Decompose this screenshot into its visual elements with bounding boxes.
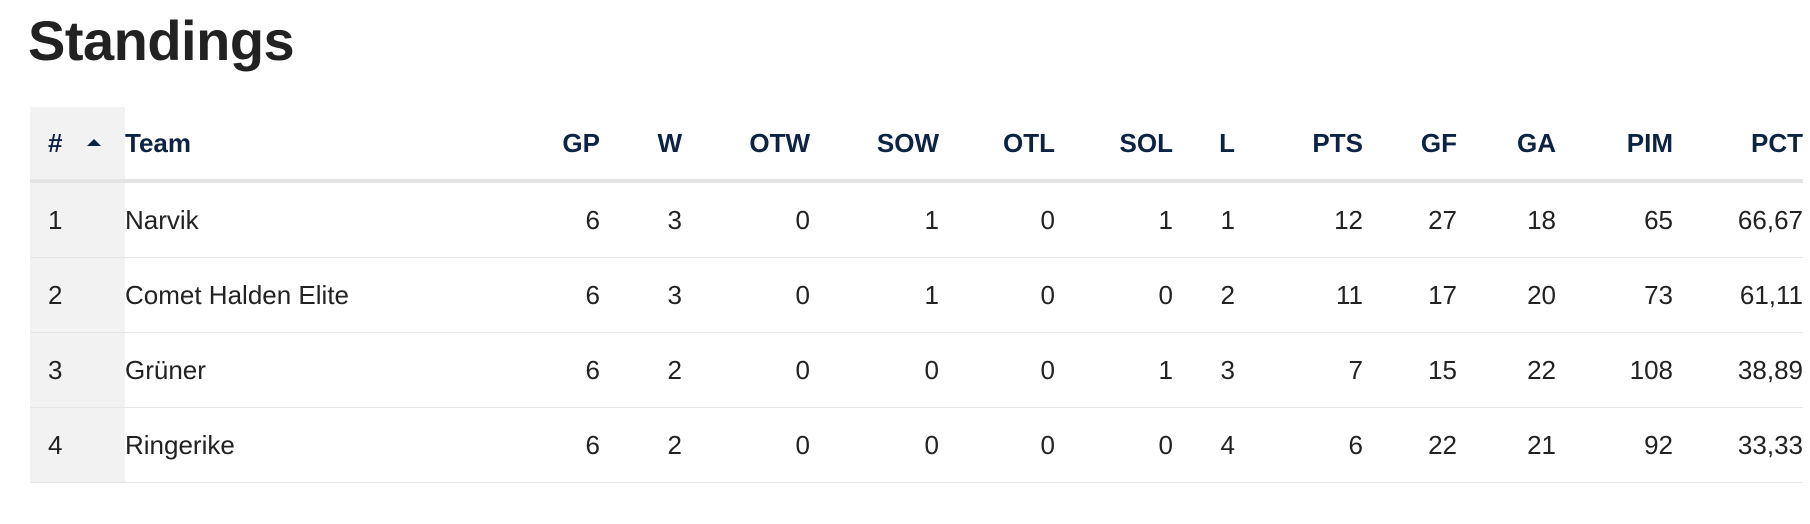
cell-sow: 1 bbox=[810, 257, 939, 333]
table-header: # Team GP W OTW SOW OTL SOL L PTS GF GA … bbox=[30, 107, 1803, 183]
cell-gf: 17 bbox=[1363, 257, 1457, 333]
header-row: # Team GP W OTW SOW OTL SOL L PTS GF GA … bbox=[30, 107, 1803, 183]
cell-team: Grüner bbox=[125, 332, 499, 408]
column-header-sol[interactable]: SOL bbox=[1055, 107, 1173, 183]
cell-otl: 0 bbox=[939, 407, 1055, 483]
cell-gp: 6 bbox=[499, 257, 600, 333]
cell-team: Comet Halden Elite bbox=[125, 257, 499, 333]
cell-w: 2 bbox=[600, 332, 682, 408]
page-title: Standings bbox=[28, 9, 295, 72]
column-header-sow[interactable]: SOW bbox=[810, 107, 939, 183]
cell-rank: 1 bbox=[30, 181, 125, 258]
cell-gf: 27 bbox=[1363, 181, 1457, 258]
cell-pim: 108 bbox=[1556, 332, 1673, 408]
cell-ga: 18 bbox=[1457, 181, 1556, 258]
column-header-gf[interactable]: GF bbox=[1363, 107, 1457, 183]
table-row: 4 Ringerike 6 2 0 0 0 0 4 6 22 21 92 33,… bbox=[30, 407, 1803, 483]
cell-sol: 1 bbox=[1055, 332, 1173, 408]
table-row: 3 Grüner 6 2 0 0 0 1 3 7 15 22 108 38,89 bbox=[30, 332, 1803, 408]
cell-l: 4 bbox=[1173, 407, 1235, 483]
cell-w: 2 bbox=[600, 407, 682, 483]
cell-rank: 2 bbox=[30, 257, 125, 333]
cell-gf: 15 bbox=[1363, 332, 1457, 408]
table-row: 1 Narvik 6 3 0 1 0 1 1 12 27 18 65 66,67 bbox=[30, 181, 1803, 258]
table-body: 1 Narvik 6 3 0 1 0 1 1 12 27 18 65 66,67… bbox=[30, 181, 1803, 483]
cell-otw: 0 bbox=[682, 257, 810, 333]
cell-pts: 11 bbox=[1235, 257, 1363, 333]
cell-ga: 22 bbox=[1457, 332, 1556, 408]
column-header-otl[interactable]: OTL bbox=[939, 107, 1055, 183]
cell-gp: 6 bbox=[499, 407, 600, 483]
column-header-gp[interactable]: GP bbox=[499, 107, 600, 183]
cell-otw: 0 bbox=[682, 407, 810, 483]
cell-rank: 3 bbox=[30, 332, 125, 408]
cell-l: 1 bbox=[1173, 181, 1235, 258]
cell-pct: 61,11 bbox=[1673, 257, 1803, 333]
cell-gp: 6 bbox=[499, 332, 600, 408]
column-header-pim[interactable]: PIM bbox=[1556, 107, 1673, 183]
cell-rank: 4 bbox=[30, 407, 125, 483]
cell-sow: 0 bbox=[810, 407, 939, 483]
cell-pct: 38,89 bbox=[1673, 332, 1803, 408]
cell-otl: 0 bbox=[939, 257, 1055, 333]
column-header-otw[interactable]: OTW bbox=[682, 107, 810, 183]
cell-otw: 0 bbox=[682, 332, 810, 408]
cell-ga: 21 bbox=[1457, 407, 1556, 483]
cell-l: 2 bbox=[1173, 257, 1235, 333]
cell-otw: 0 bbox=[682, 181, 810, 258]
cell-gp: 6 bbox=[499, 181, 600, 258]
cell-sol: 0 bbox=[1055, 257, 1173, 333]
cell-ga: 20 bbox=[1457, 257, 1556, 333]
cell-w: 3 bbox=[600, 257, 682, 333]
caret-up-icon bbox=[87, 139, 101, 146]
column-header-pct[interactable]: PCT bbox=[1673, 107, 1803, 183]
cell-gf: 22 bbox=[1363, 407, 1457, 483]
cell-pim: 65 bbox=[1556, 181, 1673, 258]
cell-l: 3 bbox=[1173, 332, 1235, 408]
cell-sol: 0 bbox=[1055, 407, 1173, 483]
column-header-ga[interactable]: GA bbox=[1457, 107, 1556, 183]
cell-team: Narvik bbox=[125, 181, 499, 258]
cell-sow: 1 bbox=[810, 181, 939, 258]
cell-pts: 7 bbox=[1235, 332, 1363, 408]
cell-w: 3 bbox=[600, 181, 682, 258]
standings-table: # Team GP W OTW SOW OTL SOL L PTS GF GA … bbox=[30, 107, 1803, 483]
column-header-pts[interactable]: PTS bbox=[1235, 107, 1363, 183]
cell-pct: 33,33 bbox=[1673, 407, 1803, 483]
cell-pts: 6 bbox=[1235, 407, 1363, 483]
cell-pct: 66,67 bbox=[1673, 181, 1803, 258]
table-row: 2 Comet Halden Elite 6 3 0 1 0 0 2 11 17… bbox=[30, 257, 1803, 333]
column-header-rank[interactable]: # bbox=[30, 107, 125, 183]
cell-pim: 73 bbox=[1556, 257, 1673, 333]
cell-pts: 12 bbox=[1235, 181, 1363, 258]
cell-pim: 92 bbox=[1556, 407, 1673, 483]
column-header-l[interactable]: L bbox=[1173, 107, 1235, 183]
cell-otl: 0 bbox=[939, 181, 1055, 258]
cell-sow: 0 bbox=[810, 332, 939, 408]
cell-sol: 1 bbox=[1055, 181, 1173, 258]
column-header-w[interactable]: W bbox=[600, 107, 682, 183]
cell-team: Ringerike bbox=[125, 407, 499, 483]
cell-otl: 0 bbox=[939, 332, 1055, 408]
column-header-team[interactable]: Team bbox=[125, 107, 499, 183]
column-header-label: # bbox=[48, 127, 63, 158]
